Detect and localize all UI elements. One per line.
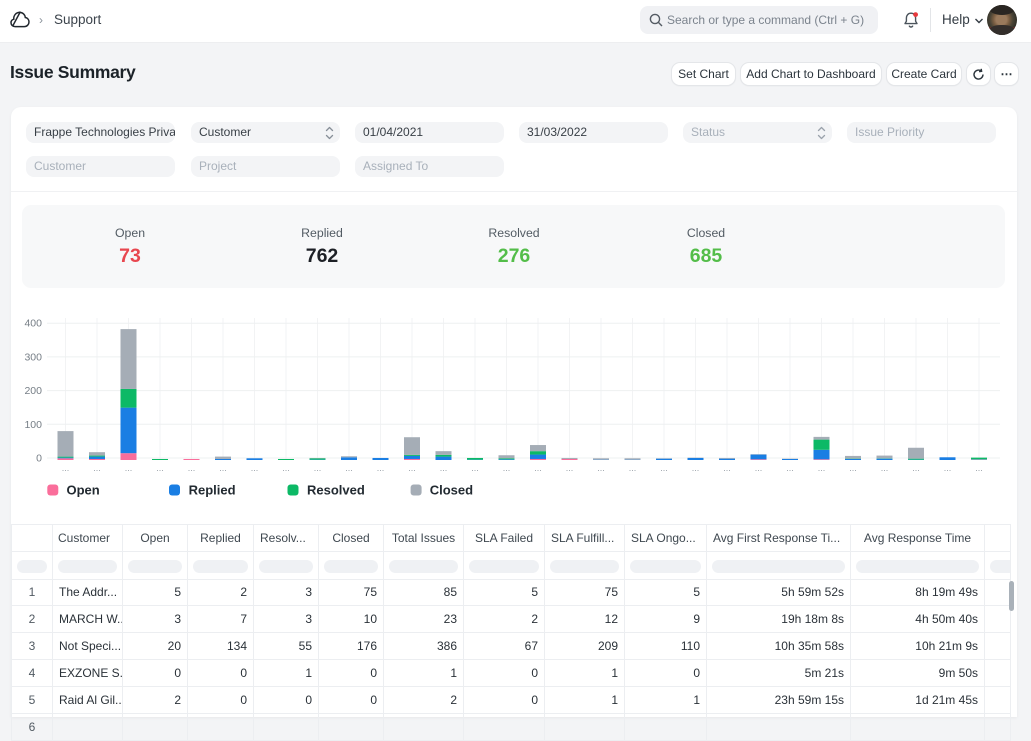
svg-text:...: ... <box>566 463 574 473</box>
svg-text:...: ... <box>471 463 479 473</box>
svg-text:Resolved: Resolved <box>307 483 365 498</box>
svg-text:...: ... <box>755 463 763 473</box>
svg-text:...: ... <box>503 463 511 473</box>
svg-text:...: ... <box>944 463 952 473</box>
svg-text:...: ... <box>251 463 259 473</box>
svg-text:...: ... <box>156 463 164 473</box>
svg-text:...: ... <box>818 463 826 473</box>
svg-text:400: 400 <box>24 318 42 330</box>
svg-text:Replied: Replied <box>189 483 236 498</box>
svg-text:...: ... <box>282 463 290 473</box>
svg-text:...: ... <box>881 463 889 473</box>
svg-text:...: ... <box>629 463 637 473</box>
svg-text:...: ... <box>345 463 353 473</box>
svg-text:...: ... <box>723 463 731 473</box>
svg-text:Closed: Closed <box>430 483 473 498</box>
svg-text:...: ... <box>660 463 668 473</box>
svg-text:300: 300 <box>24 351 42 363</box>
svg-text:...: ... <box>440 463 448 473</box>
svg-text:Open: Open <box>67 483 100 498</box>
svg-text:...: ... <box>93 463 101 473</box>
svg-text:...: ... <box>377 463 385 473</box>
svg-text:...: ... <box>534 463 542 473</box>
svg-text:...: ... <box>786 463 794 473</box>
svg-text:...: ... <box>408 463 416 473</box>
svg-text:...: ... <box>188 463 196 473</box>
svg-text:...: ... <box>912 463 920 473</box>
svg-text:...: ... <box>125 463 133 473</box>
svg-text:...: ... <box>597 463 605 473</box>
svg-text:200: 200 <box>24 385 42 397</box>
svg-text:...: ... <box>692 463 700 473</box>
svg-text:...: ... <box>314 463 322 473</box>
svg-text:100: 100 <box>24 419 42 431</box>
svg-text:...: ... <box>849 463 857 473</box>
svg-text:...: ... <box>975 463 983 473</box>
svg-text:0: 0 <box>36 453 42 465</box>
svg-text:...: ... <box>62 463 70 473</box>
svg-text:...: ... <box>219 463 227 473</box>
